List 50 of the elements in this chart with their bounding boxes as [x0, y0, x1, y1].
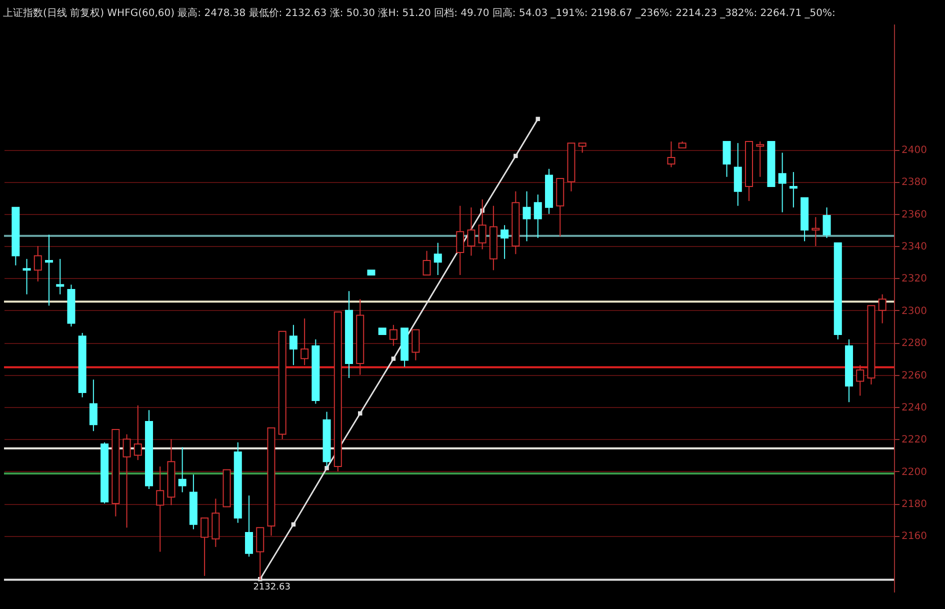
candlestick	[22, 258, 31, 295]
candlestick	[856, 364, 864, 396]
y-tick-label: 2340	[902, 242, 927, 253]
candlestick	[722, 140, 731, 178]
candlestick	[667, 140, 676, 168]
candlestick	[289, 324, 298, 366]
candlestick	[422, 250, 431, 276]
candlestick	[456, 205, 464, 276]
candlestick	[756, 140, 764, 178]
candlestick	[56, 258, 64, 295]
y-tick-label: 2300	[902, 306, 927, 317]
candlestick	[412, 329, 420, 361]
candlestick	[300, 318, 309, 366]
candlestick	[245, 494, 253, 558]
ref-line-label: 2132.63	[253, 582, 290, 593]
candlestick	[434, 242, 442, 276]
candlestick	[89, 379, 98, 432]
point	[324, 466, 329, 470]
candlestick	[789, 172, 798, 208]
candlestick	[389, 324, 398, 346]
candlestick	[178, 446, 186, 493]
y-tick-label: 2280	[902, 338, 927, 350]
candlestick	[534, 194, 542, 239]
candlestick	[822, 206, 831, 239]
y-tick-label: 2320	[902, 274, 927, 285]
point	[514, 154, 518, 158]
candlestick	[578, 142, 586, 154]
candlestick	[134, 404, 142, 461]
y-tick-label: 2160	[902, 531, 927, 542]
y-tick-label: 2200	[902, 466, 927, 478]
y-tick-label: 2380	[902, 177, 927, 188]
chart-title: 上证指数(日线 前复权) WHFG(60,60) 最高: 2478.38 最低价: 2132.63 涨: 50.30 涨H: 51.20 回档: 49.70 回高: 54.03 _191%: 2198.67 _236%: 2214.23 _382%: 2264.71 _50%:	[3, 7, 836, 19]
candlestick	[522, 190, 531, 242]
candlestick	[878, 294, 886, 324]
candlestick	[500, 224, 509, 260]
candlestick	[34, 246, 42, 282]
y-tick-label: 2360	[902, 209, 927, 220]
candlestick	[45, 234, 53, 306]
y-tick-label: 2180	[902, 499, 927, 510]
candlestick	[812, 216, 820, 247]
y-tick-label: 2240	[902, 402, 927, 414]
candlestick	[467, 206, 476, 256]
candlestick	[156, 466, 164, 552]
y-tick-label: 2260	[902, 370, 927, 382]
candlestick	[778, 152, 786, 213]
candlestick	[122, 434, 131, 528]
candlestick	[200, 517, 209, 576]
y-tick-label: 2220	[902, 434, 927, 446]
y-tick-label: 2400	[902, 145, 927, 156]
point	[391, 356, 396, 361]
